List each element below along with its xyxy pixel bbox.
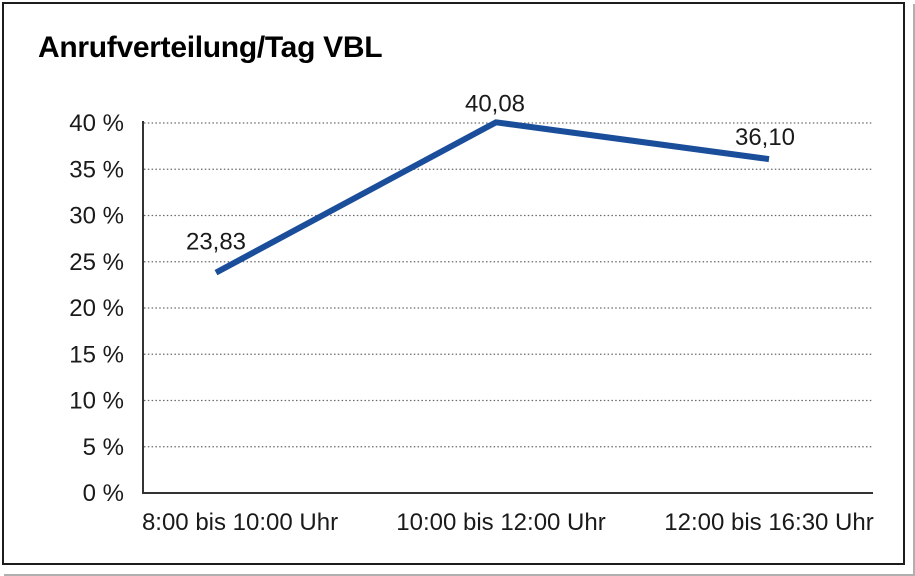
data-label: 40,08 (465, 90, 525, 117)
y-tick-label: 5 % (83, 434, 124, 461)
x-category-label: 12:00 bis 16:30 Uhr (664, 509, 873, 536)
y-tick-label: 15 % (69, 341, 124, 368)
y-tick-label: 10 % (69, 388, 124, 415)
y-tick-label: 35 % (69, 156, 124, 183)
y-tick-label: 30 % (69, 203, 124, 230)
chart-frame-border (2, 2, 905, 565)
y-tick-label: 0 % (83, 480, 124, 507)
data-label: 23,83 (186, 229, 246, 256)
y-tick-label: 20 % (69, 295, 124, 322)
chart-title: Anrufverteilung/Tag VBL (38, 31, 383, 64)
page-edge-shadow-bottom (4, 574, 915, 576)
y-tick-label: 40 % (69, 110, 124, 137)
page-edge-shadow-right (913, 4, 915, 576)
data-label: 36,10 (735, 124, 795, 151)
x-category-label: 10:00 bis 12:00 Uhr (396, 509, 605, 536)
series-line (214, 119, 770, 276)
x-category-label: 8:00 bis 10:00 Uhr (142, 509, 338, 536)
y-tick-label: 25 % (69, 249, 124, 276)
